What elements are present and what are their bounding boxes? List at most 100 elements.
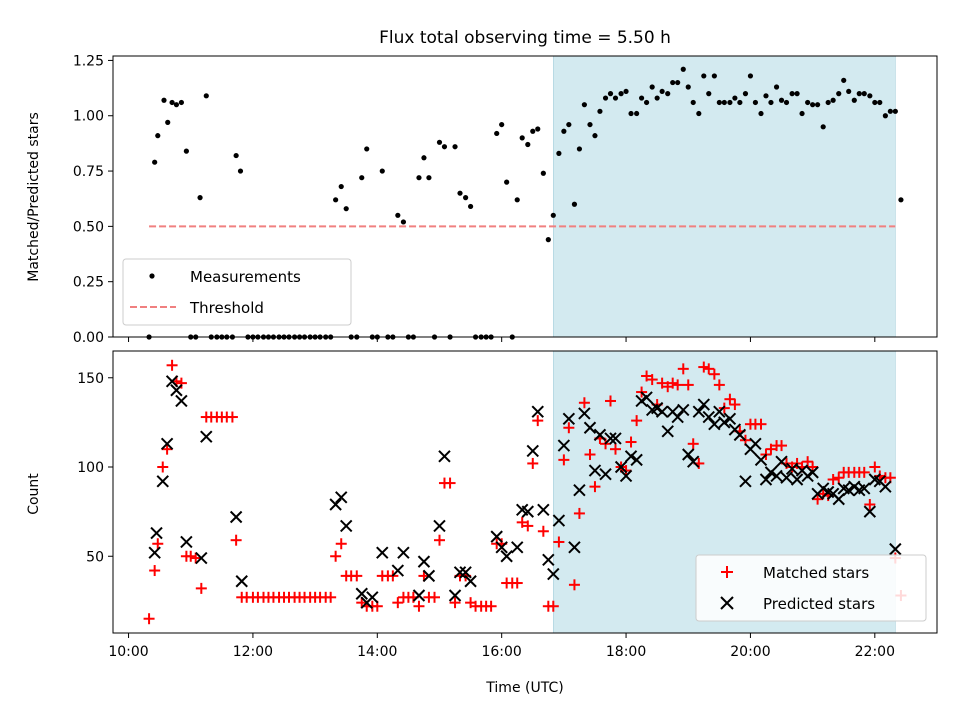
bottom-ylabel: Count [26, 473, 42, 515]
matched-star-point [516, 516, 528, 528]
measurement-point [810, 102, 816, 108]
measurement-point [830, 97, 836, 103]
measurement-point [805, 99, 811, 106]
measurement-point [836, 91, 842, 97]
predicted-star-point [412, 589, 426, 602]
predicted-star-point [433, 519, 446, 533]
measurement-point [379, 168, 385, 174]
measurement-point [841, 77, 847, 83]
predicted-star-point [708, 417, 721, 431]
measurement-point [701, 73, 707, 79]
predicted-star-point [754, 453, 768, 467]
measurement-point [452, 144, 458, 150]
predicted-star-point [195, 551, 208, 565]
predicted-star-point [619, 469, 633, 483]
predicted-star-point [448, 589, 462, 602]
legend-measurements-label: Measurements [190, 268, 301, 286]
measurement-point [628, 110, 634, 117]
measurement-point [892, 108, 898, 114]
top-ylabel: Matched/Predicted stars [26, 112, 42, 282]
x-tick-label: 12:00 [233, 644, 273, 660]
measurement-point [742, 91, 749, 97]
predicted-star-point [557, 439, 571, 452]
predicted-star-point [858, 482, 871, 495]
measurement-point [416, 175, 422, 181]
predicted-star-point [790, 473, 804, 486]
top-y-tick-label: 0.25 [73, 275, 104, 291]
x-tick-label: 16:00 [481, 644, 521, 660]
matched-star-point [532, 415, 544, 427]
matched-star-point [724, 393, 736, 405]
x-tick-label: 22:00 [855, 644, 895, 660]
measurement-point [173, 102, 180, 108]
predicted-star-point [806, 466, 819, 479]
matched-star-point [584, 449, 596, 461]
predicted-star-point [614, 460, 628, 474]
measurement-point [799, 110, 805, 117]
measurement-point [540, 170, 546, 176]
matched-star-point [703, 363, 715, 375]
matched-star-point [161, 443, 173, 455]
predicted-star-point [879, 480, 892, 493]
matched-star-point [175, 377, 187, 389]
predicted-star-point [235, 575, 248, 588]
predicted-star-point [562, 412, 576, 426]
measurement-point [333, 197, 339, 203]
measurement-point [773, 84, 780, 90]
matched-star-point [392, 597, 404, 609]
measurement-point [783, 99, 790, 106]
matched-star-point [568, 579, 580, 591]
measurement-point [643, 99, 650, 106]
matched-star-point [547, 600, 559, 612]
matched-star-point [578, 397, 590, 409]
matched-star-point [641, 370, 653, 382]
measurement-point [561, 128, 567, 134]
measurement-point [752, 99, 759, 106]
measurement-point [768, 99, 774, 106]
matched-star-point [667, 377, 679, 389]
matched-star-point [827, 474, 839, 486]
measurement-point [732, 95, 738, 101]
predicted-star-point [490, 530, 503, 543]
measurement-point [338, 183, 344, 190]
matched-star-point [776, 440, 788, 452]
top-y-tick-label: 0.75 [73, 164, 104, 180]
predicted-star-point [537, 503, 550, 517]
x-tick-label: 10:00 [108, 644, 148, 660]
matched-star-point [195, 582, 207, 594]
measurement-point [898, 197, 904, 203]
predicted-star-point [526, 444, 539, 458]
measurement-point [665, 91, 671, 97]
predicted-star-point [671, 410, 684, 424]
measurement-point [711, 73, 717, 79]
predicted-star-point [599, 467, 612, 481]
matched-star-point [330, 550, 342, 562]
predicted-star-point [578, 407, 591, 420]
matched-star-point [755, 418, 767, 430]
predicted-star-point [495, 541, 508, 554]
measurement-point [602, 95, 609, 101]
legend-predicted-label: Predicted stars [763, 595, 875, 613]
predicted-star-point [593, 428, 607, 442]
matched-star-point [677, 363, 689, 375]
matched-star-point [429, 591, 441, 603]
measurement-point [530, 128, 536, 134]
measurement-point [716, 99, 722, 106]
matched-star-point [713, 379, 725, 391]
predicted-star-point [677, 403, 690, 417]
bottom-series-predicted-stars [148, 375, 902, 609]
bottom-xlabel: Time (UTC) [485, 680, 563, 696]
measurement-point [690, 99, 696, 106]
measurement-point [545, 237, 551, 243]
predicted-star-point [832, 492, 845, 506]
matched-star-point [605, 395, 617, 407]
measurement-point [504, 179, 510, 185]
predicted-star-point [702, 410, 715, 424]
measurement-point [556, 150, 562, 156]
measurement-point [877, 99, 883, 106]
measurement-point [706, 91, 712, 97]
measurement-point [519, 135, 525, 141]
measurement-point [436, 139, 443, 145]
matched-star-point [449, 597, 461, 609]
